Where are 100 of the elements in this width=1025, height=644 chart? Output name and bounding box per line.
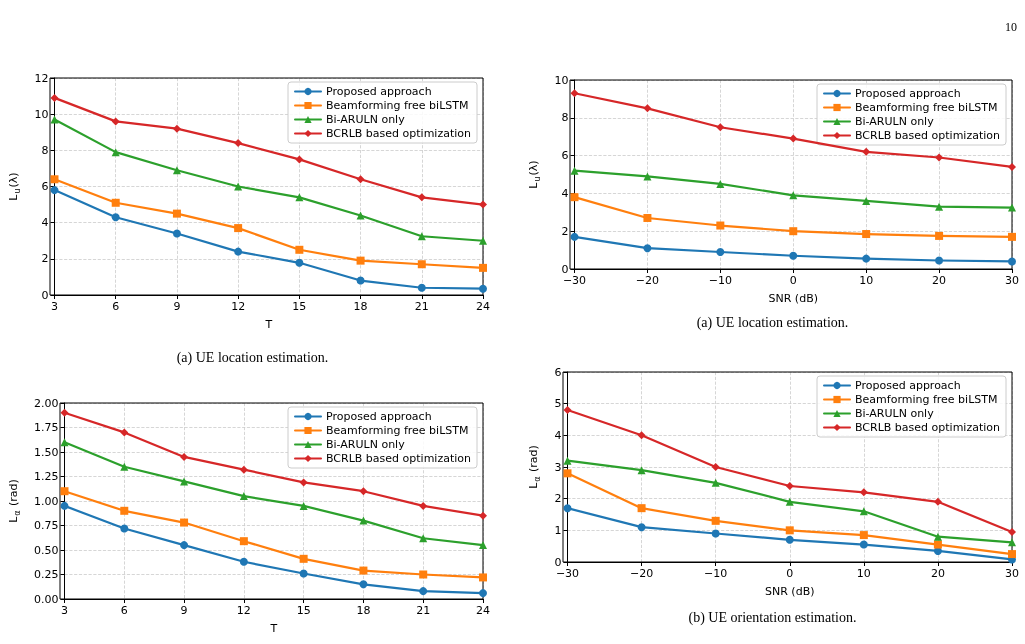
point [933, 497, 942, 506]
point [711, 478, 720, 487]
point [50, 93, 59, 102]
point [1008, 162, 1016, 171]
point [785, 535, 794, 544]
point [50, 186, 59, 195]
point [563, 469, 572, 478]
legend-label: Beamforming free biLSTM [855, 101, 998, 114]
y-tick-label: 1.25 [34, 470, 59, 483]
point [239, 465, 248, 474]
point [120, 428, 129, 437]
point [785, 482, 794, 490]
point [862, 230, 871, 239]
legend-label: Bi-ARULN only [326, 113, 406, 126]
x-tick-label: 6 [112, 300, 120, 313]
y-axis-title: Lα (rad) [7, 479, 22, 523]
y-axis-title: Lα (rad) [527, 445, 542, 489]
y-tick-label: 6 [554, 365, 562, 379]
point [234, 139, 243, 148]
point [1008, 257, 1016, 266]
x-tick-label: 20 [932, 274, 947, 287]
y-tick-label: 4 [554, 428, 562, 442]
x-tick-label: −20 [629, 567, 654, 580]
point [479, 511, 487, 520]
point [637, 504, 646, 513]
y-tick-label: 5 [554, 397, 562, 411]
point [356, 175, 365, 184]
y-tick-label: 1.00 [34, 494, 59, 508]
x-axis-title: T [264, 318, 273, 331]
point [570, 193, 579, 202]
point [359, 580, 368, 589]
point [111, 198, 120, 207]
point [1008, 527, 1016, 536]
y-tick-label: 0.75 [34, 519, 59, 532]
legend-label: BCRLB based optimization [326, 452, 472, 465]
point [356, 256, 365, 265]
legend-label: Beamforming free biLSTM [855, 393, 998, 406]
point [356, 276, 365, 285]
point [637, 466, 646, 475]
y-tick-label: 10 [554, 73, 569, 87]
y-axis-title: Lu(λ) [527, 160, 542, 189]
y-tick-label: 0 [561, 262, 569, 276]
point [417, 260, 426, 269]
legend-label: Proposed approach [326, 410, 432, 423]
x-tick-label: 12 [231, 300, 246, 313]
point [60, 438, 69, 447]
legend-label: Beamforming free biLSTM [326, 424, 469, 437]
point [180, 541, 189, 550]
point [479, 284, 487, 293]
x-tick-label: 24 [476, 300, 490, 313]
point [933, 532, 942, 541]
x-tick-label: −30 [555, 567, 580, 580]
point [859, 531, 868, 540]
point [711, 529, 720, 538]
y-tick-label: 12 [34, 71, 49, 85]
point [234, 224, 243, 233]
y-tick-label: 4 [561, 186, 569, 200]
legend-label: BCRLB based optimization [855, 129, 1001, 142]
point [1008, 538, 1016, 547]
legend-label: Bi-ARULN only [855, 115, 935, 128]
text: (b) UE orientation estimation. [687, 610, 858, 626]
x-tick-label: 30 [1005, 567, 1019, 580]
point [234, 182, 243, 191]
point [239, 557, 248, 566]
x-axis-title: SNR (dB) [768, 292, 818, 305]
point [299, 569, 308, 578]
x-axis-title: SNR (dB) [765, 585, 815, 598]
x-tick-label: 6 [120, 604, 128, 617]
x-tick-label: 21 [414, 300, 429, 313]
point [935, 153, 944, 162]
point [479, 573, 487, 582]
point [563, 406, 572, 414]
y-tick-label: 2 [41, 252, 49, 266]
point [295, 245, 304, 254]
point [933, 540, 942, 549]
point [789, 227, 798, 236]
y-tick-label: 0.00 [34, 592, 59, 606]
y-tick-label: 0.25 [34, 568, 59, 581]
point [716, 179, 725, 188]
point [479, 263, 487, 272]
point [1008, 550, 1016, 559]
x-tick-label: 10 [856, 567, 871, 580]
point [716, 221, 725, 230]
x-tick-label: 30 [1005, 274, 1019, 287]
y-tick-label: 6 [41, 180, 49, 193]
legend-label: Bi-ARULN only [326, 438, 406, 451]
point [789, 251, 798, 260]
point [295, 258, 304, 267]
x-tick-label: 15 [292, 300, 307, 313]
y-tick-label: 10 [34, 107, 49, 121]
point [299, 501, 308, 510]
point [935, 231, 944, 240]
y-tick-label: 0 [554, 555, 562, 569]
x-tick-label: 10 [859, 274, 874, 287]
y-tick-label: 1.75 [34, 421, 59, 434]
point [359, 516, 368, 525]
legend-label: Beamforming free biLSTM [326, 99, 469, 112]
point [862, 196, 871, 205]
point [479, 200, 487, 209]
point [711, 516, 720, 525]
